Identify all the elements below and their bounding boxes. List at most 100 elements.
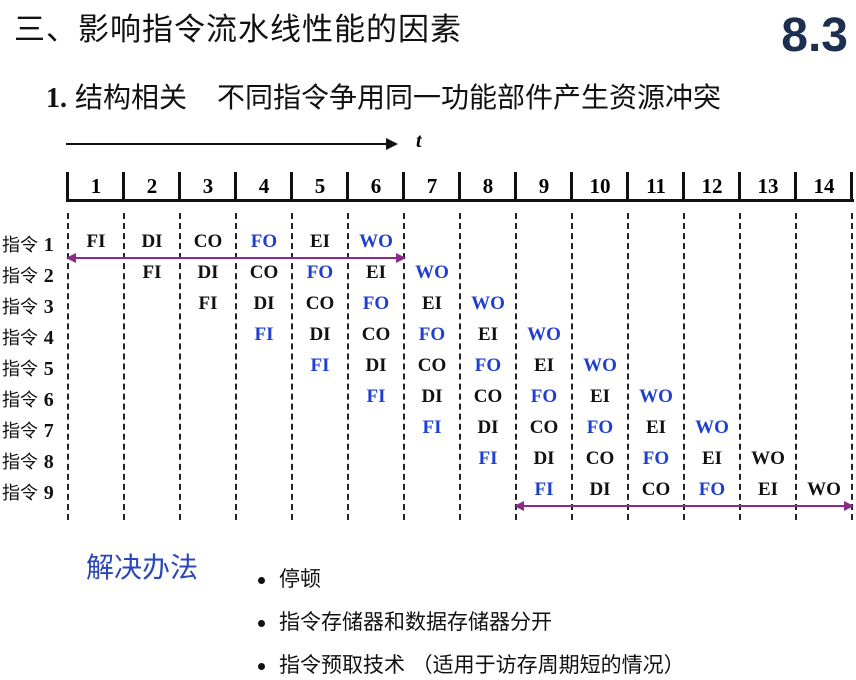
cycle-number: 7 <box>426 174 438 198</box>
solutions-title: 解决办法 <box>86 551 199 584</box>
cycle-number: 12 <box>701 174 723 198</box>
section-number: 8.3 <box>781 9 848 62</box>
stage-cell-fi: FI <box>310 355 330 376</box>
stage-cell-di: DI <box>421 386 443 407</box>
stage-cell-ei: EI <box>477 324 499 345</box>
stage-cell-co: CO <box>529 417 559 438</box>
instruction-label-text: 指令 <box>2 266 38 287</box>
bullet-icon <box>258 662 265 670</box>
cycle-divider <box>179 213 181 520</box>
stage-cell-wo: WO <box>359 231 393 252</box>
instruction-number: 3 <box>43 296 54 318</box>
solution-text: 指令存储器和数据存储器分开 <box>279 610 552 634</box>
stage-cell-ei: EI <box>757 479 779 500</box>
slide-title: 三、影响指令流水线性能的因素 <box>14 12 462 48</box>
cycle-divider <box>235 213 237 520</box>
axis-tick <box>682 172 685 202</box>
cycle-number: 9 <box>538 174 550 198</box>
cycle-number: 13 <box>757 174 779 198</box>
instruction-label: 指令 2 <box>2 262 54 288</box>
stage-cell-co: CO <box>473 386 503 407</box>
stage-cell-co: CO <box>361 324 391 345</box>
cycle-number: 11 <box>646 174 666 198</box>
instruction-label-text: 指令 <box>2 452 38 473</box>
stage-cell-wo: WO <box>639 386 673 407</box>
stage-cell-fi: FI <box>422 417 442 438</box>
time-arrow <box>66 138 398 150</box>
instruction-label: 指令 7 <box>2 417 54 443</box>
axis-tick <box>794 172 797 202</box>
cycle-divider <box>123 213 125 520</box>
stage-cell-ei: EI <box>365 262 387 283</box>
stage-cell-di: DI <box>141 231 163 252</box>
instruction-number: 6 <box>43 389 54 411</box>
stage-cell-di: DI <box>365 355 387 376</box>
axis-tick <box>346 172 349 202</box>
stage-cell-wo: WO <box>471 293 505 314</box>
instruction-number: 1 <box>43 234 54 256</box>
stage-cell-di: DI <box>253 293 275 314</box>
solution-item: 停顿 <box>258 563 321 593</box>
axis-tick <box>738 172 741 202</box>
bullet-icon <box>258 576 265 584</box>
cycle-number: 2 <box>146 174 158 198</box>
stage-cell-fo: FO <box>474 355 502 376</box>
stage-cell-di: DI <box>309 324 331 345</box>
cycle-number: 6 <box>370 174 382 198</box>
instruction-label: 指令 5 <box>2 355 54 381</box>
cycle-divider <box>347 213 349 520</box>
stage-cell-ei: EI <box>309 231 331 252</box>
instruction-label-text: 指令 <box>2 297 38 318</box>
stage-cell-fi: FI <box>142 262 162 283</box>
axis-tick <box>402 172 405 202</box>
stage-cell-fi: FI <box>86 231 106 252</box>
stage-cell-di: DI <box>533 448 555 469</box>
instruction-number: 7 <box>43 420 54 442</box>
stage-cell-fi: FI <box>534 479 554 500</box>
instruction-label: 指令 8 <box>2 448 54 474</box>
time-label: t <box>416 130 422 152</box>
stage-cell-di: DI <box>477 417 499 438</box>
stage-cell-wo: WO <box>751 448 785 469</box>
instruction-label-text: 指令 <box>2 235 38 256</box>
axis-tick <box>66 172 69 202</box>
subtitle-description: 不同指令争用同一功能部件产生资源冲突 <box>217 81 722 114</box>
instruction-label: 指令 1 <box>2 231 54 257</box>
stage-cell-wo: WO <box>807 479 841 500</box>
instruction-label-text: 指令 <box>2 328 38 349</box>
subtitle-number: 1. <box>46 83 67 114</box>
conflict-span-arrow <box>514 501 854 511</box>
stage-cell-ei: EI <box>701 448 723 469</box>
stage-cell-co: CO <box>641 479 671 500</box>
stage-cell-fo: FO <box>586 417 614 438</box>
cycle-number: 14 <box>813 174 835 198</box>
cycle-number: 3 <box>202 174 214 198</box>
subtitle-heading: 结构相关 <box>75 81 188 114</box>
cycle-divider <box>627 213 629 520</box>
stage-cell-ei: EI <box>533 355 555 376</box>
axis-tick <box>458 172 461 202</box>
cycle-divider <box>403 213 405 520</box>
cycle-divider <box>683 213 685 520</box>
axis-tick <box>570 172 573 202</box>
stage-cell-fo: FO <box>306 262 334 283</box>
stage-cell-co: CO <box>417 355 447 376</box>
cycle-divider <box>851 213 853 520</box>
solution-item: 指令存储器和数据存储器分开 <box>258 606 552 636</box>
stage-cell-fi: FI <box>254 324 274 345</box>
stage-cell-co: CO <box>249 262 279 283</box>
cycle-divider <box>571 213 573 520</box>
cycle-divider <box>67 213 69 520</box>
stage-cell-co: CO <box>585 448 615 469</box>
cycle-number: 5 <box>314 174 326 198</box>
axis-tick <box>850 172 853 202</box>
stage-cell-di: DI <box>197 262 219 283</box>
instruction-number: 8 <box>43 451 54 473</box>
cycle-divider <box>795 213 797 520</box>
stage-cell-fi: FI <box>478 448 498 469</box>
subtitle: 1. 结构相关 不同指令争用同一功能部件产生资源冲突 <box>46 76 721 116</box>
axis-tick <box>626 172 629 202</box>
stage-cell-fo: FO <box>362 293 390 314</box>
stage-cell-fo: FO <box>698 479 726 500</box>
instruction-number: 4 <box>43 327 54 349</box>
